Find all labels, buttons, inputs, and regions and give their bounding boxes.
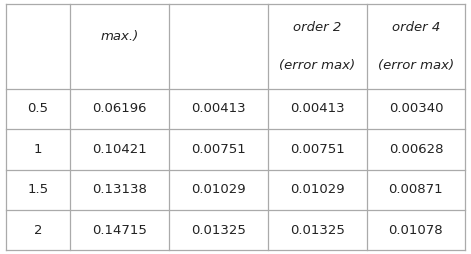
Text: 0.01029: 0.01029 bbox=[191, 183, 245, 196]
Text: 0.00751: 0.00751 bbox=[191, 143, 246, 156]
Text: 0.01325: 0.01325 bbox=[290, 224, 344, 236]
Text: 0.00413: 0.00413 bbox=[191, 102, 245, 116]
Text: 0.00871: 0.00871 bbox=[389, 183, 443, 196]
Text: order 2: order 2 bbox=[293, 21, 341, 34]
Text: max.): max.) bbox=[100, 30, 138, 43]
Text: 1: 1 bbox=[33, 143, 42, 156]
Text: 0.14715: 0.14715 bbox=[92, 224, 147, 236]
Text: 0.10421: 0.10421 bbox=[92, 143, 147, 156]
Text: order 4: order 4 bbox=[392, 21, 440, 34]
Text: 0.13138: 0.13138 bbox=[92, 183, 147, 196]
Text: 0.5: 0.5 bbox=[27, 102, 49, 116]
Text: 2: 2 bbox=[33, 224, 42, 236]
Text: 0.06196: 0.06196 bbox=[92, 102, 146, 116]
Text: 0.01078: 0.01078 bbox=[389, 224, 443, 236]
Text: 0.00751: 0.00751 bbox=[290, 143, 344, 156]
Text: 1.5: 1.5 bbox=[27, 183, 49, 196]
Text: 0.01325: 0.01325 bbox=[191, 224, 246, 236]
Text: 0.00340: 0.00340 bbox=[389, 102, 443, 116]
Text: 0.01029: 0.01029 bbox=[290, 183, 344, 196]
Text: (error max): (error max) bbox=[279, 58, 355, 72]
Text: (error max): (error max) bbox=[378, 58, 454, 72]
Text: 0.00413: 0.00413 bbox=[290, 102, 344, 116]
Text: 0.00628: 0.00628 bbox=[389, 143, 443, 156]
